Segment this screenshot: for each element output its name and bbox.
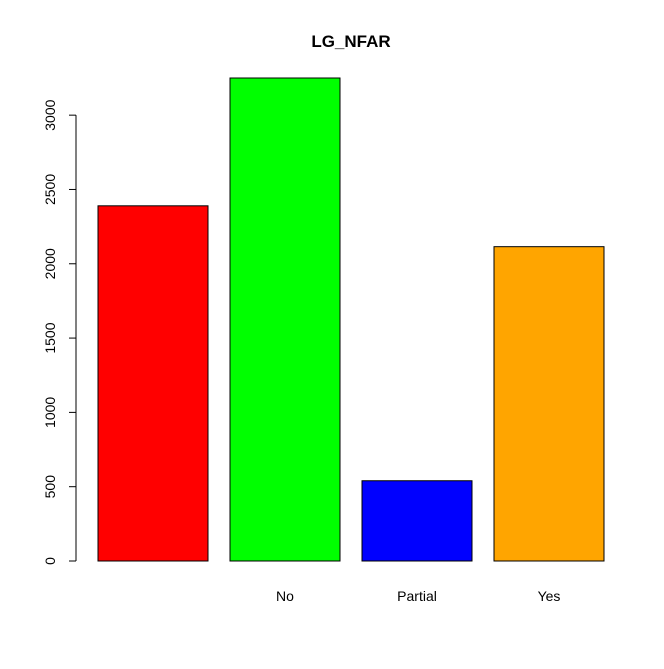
bar-yes: [493, 246, 605, 562]
x-tick-labels: No Partial Yes: [276, 588, 560, 604]
y-tick-label: 1500: [42, 322, 58, 353]
y-tick-label: 1000: [42, 397, 58, 428]
y-tick-label: 3000: [42, 99, 58, 130]
y-tick-label: 2500: [42, 174, 58, 205]
y-tick-label: 500: [42, 475, 58, 499]
bar-partial: [361, 480, 473, 562]
y-tick-label: 0: [42, 557, 58, 565]
chart-title: LG_NFAR: [311, 32, 390, 51]
y-tick-label: 2000: [42, 248, 58, 279]
bar-blank: [97, 205, 209, 562]
x-tick-label: No: [276, 588, 294, 604]
bar-no: [229, 77, 341, 562]
x-tick-label: Partial: [397, 588, 437, 604]
y-axis: 0 500 1000 1500 2000 2500 3000: [42, 99, 77, 565]
bars-group: [97, 77, 605, 562]
x-tick-label: Yes: [538, 588, 561, 604]
